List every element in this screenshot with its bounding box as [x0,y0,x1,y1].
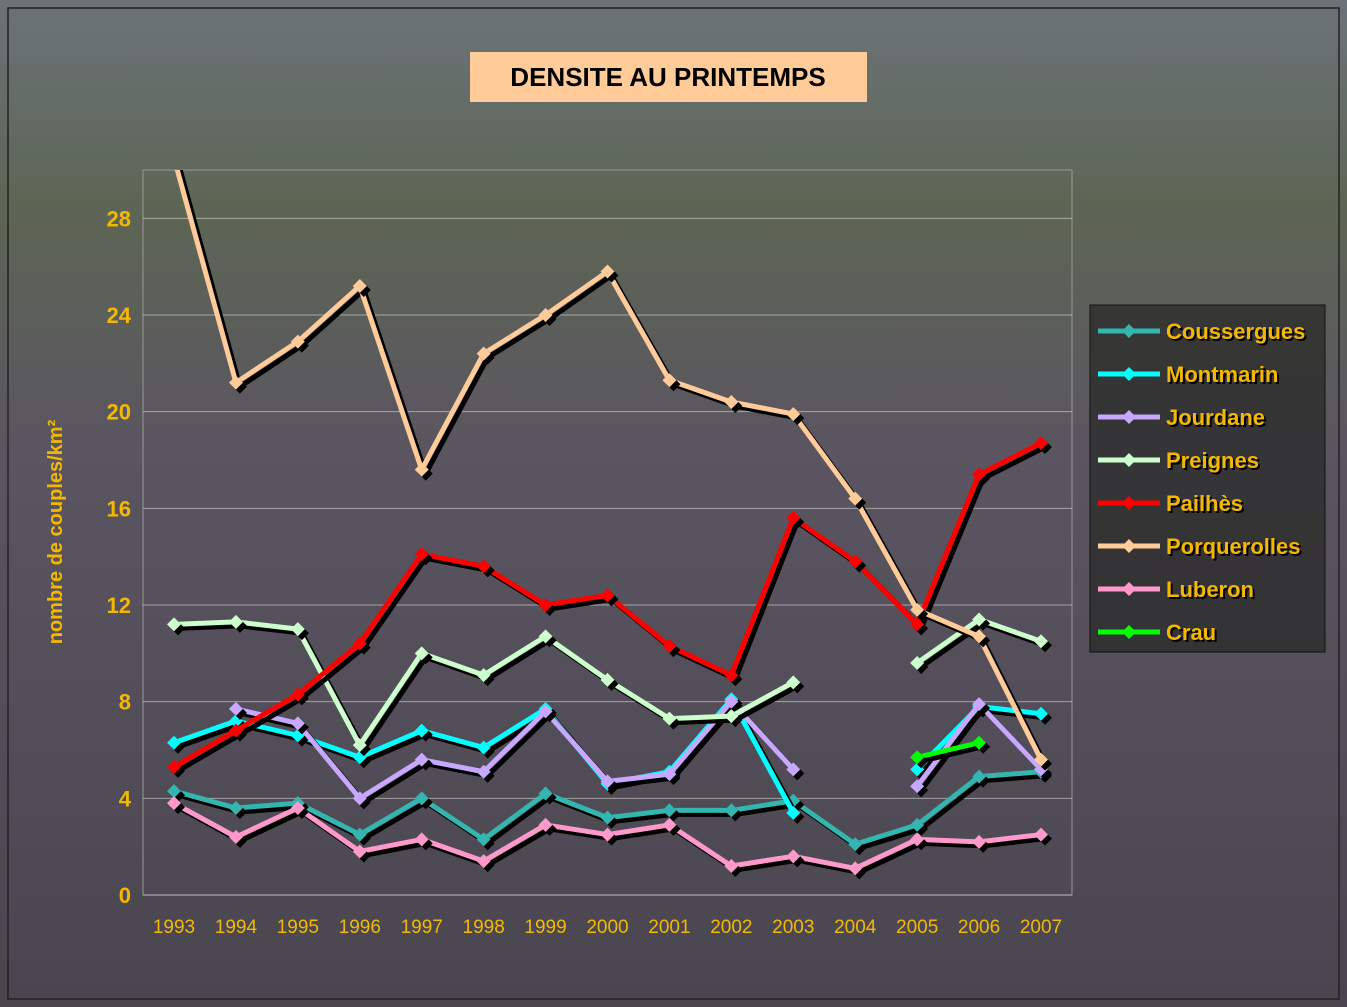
x-tick-label: 2006 [958,917,1000,938]
chart-title: DENSITE AU PRINTEMPS [510,62,825,92]
y-tick-label: 0 [119,883,131,908]
x-tick-label: 2000 [586,917,628,938]
x-tick-label: 1997 [401,917,443,938]
legend-label: Preignes [1166,448,1259,473]
y-tick-label: 20 [107,400,131,425]
y-tick-label: 8 [119,690,131,715]
legend-label: Pailhès [1166,491,1243,516]
legend-label: Crau [1166,620,1216,645]
legend-label: Montmarin [1166,362,1278,387]
legend-label: Luberon [1166,577,1254,602]
y-tick-label: 12 [107,593,131,618]
x-tick-label: 1999 [524,917,566,938]
x-tick-label: 2002 [710,917,752,938]
x-tick-label: 2004 [834,917,877,938]
x-tick-label: 1995 [277,917,319,938]
legend-label: Jourdane [1166,405,1265,430]
x-tick-label: 2003 [772,917,814,938]
legend-label: Coussergues [1166,319,1305,344]
x-tick-label: 1998 [463,917,505,938]
y-tick-label: 28 [107,206,131,231]
y-axis-label: nombre de couples/km² [45,419,67,644]
x-tick-label: 2001 [648,917,690,938]
x-tick-label: 1996 [339,917,381,938]
x-tick-label: 1993 [153,917,195,938]
y-tick-label: 16 [107,496,131,521]
x-tick-label: 2007 [1020,917,1062,938]
legend-label: Porquerolles [1166,534,1300,559]
x-tick-label: 1994 [215,917,258,938]
y-tick-label: 24 [107,303,132,328]
x-tick-label: 2005 [896,917,938,938]
y-tick-label: 4 [119,786,132,811]
chart: DENSITE AU PRINTEMPS nombre de couples/k… [0,0,1347,1007]
